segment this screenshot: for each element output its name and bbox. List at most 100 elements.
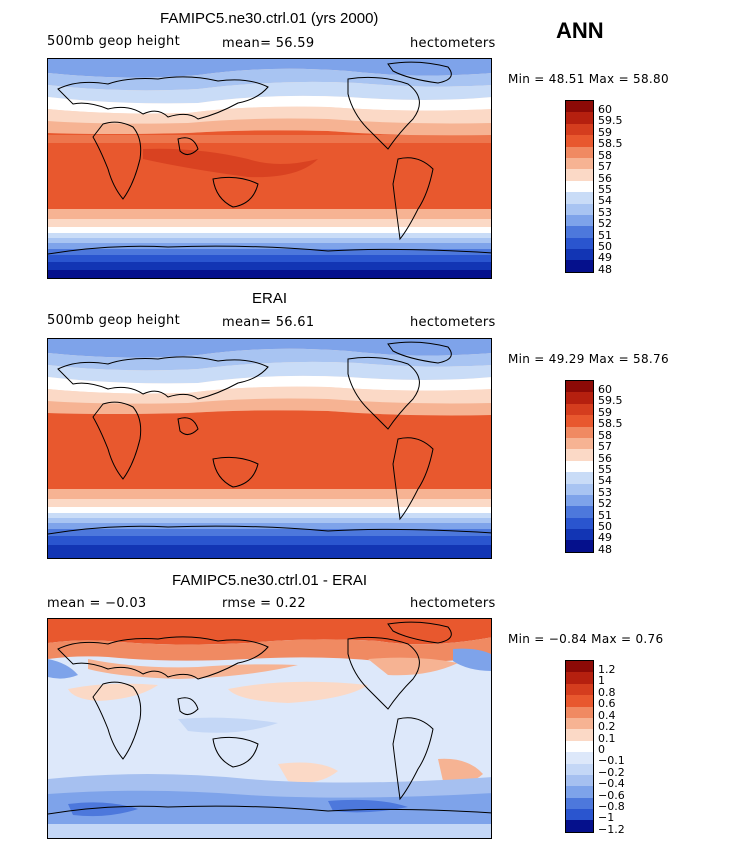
- panel-3-minmax: Min = −0.84 Max = 0.76: [508, 632, 664, 646]
- colorbar-swatch: [566, 123, 593, 136]
- colorbar-swatch: [566, 540, 593, 552]
- colorbar-swatch: [566, 449, 593, 461]
- colorbar-swatch: [566, 226, 593, 238]
- colorbar-swatch: [566, 460, 593, 473]
- colorbar-swatch: [566, 695, 593, 707]
- colorbar-swatch: [566, 517, 593, 530]
- panel-3-rmse-label: rmse = 0.22: [222, 596, 306, 611]
- colorbar-label: 58: [598, 149, 612, 162]
- colorbar-label: 57: [598, 160, 612, 173]
- panel-1-units-label: hectometers: [410, 36, 496, 51]
- panel-3-units-label: hectometers: [410, 596, 496, 611]
- colorbar-swatch: [566, 752, 593, 764]
- panel-2-colorbar: [565, 380, 594, 553]
- colorbar-label: 1.2: [598, 663, 616, 676]
- colorbar-label: 60: [598, 103, 612, 116]
- colorbar-label: 0.1: [598, 732, 616, 745]
- colorbar-label: 55: [598, 183, 612, 196]
- panel-2-minmax: Min = 49.29 Max = 58.76: [508, 352, 669, 366]
- colorbar-label: 0.2: [598, 720, 616, 733]
- colorbar-label: 49: [598, 531, 612, 544]
- colorbar-label: 52: [598, 497, 612, 510]
- colorbar-swatch: [566, 729, 593, 741]
- colorbar-swatch: [566, 763, 593, 775]
- colorbar-swatch: [566, 101, 593, 113]
- colorbar-swatch: [566, 260, 593, 272]
- colorbar-label: 60: [598, 383, 612, 396]
- colorbar-swatch: [566, 157, 593, 170]
- colorbar-label: 56: [598, 172, 612, 185]
- colorbar-label: 59.5: [598, 394, 623, 407]
- panel-2-title: ERAI: [252, 290, 288, 307]
- colorbar-label: 59: [598, 126, 612, 139]
- colorbar-swatch: [566, 717, 593, 730]
- colorbar-label: −0.8: [598, 800, 625, 813]
- panel-1-minmax: Min = 48.51 Max = 58.80: [508, 72, 669, 86]
- colorbar-swatch: [566, 426, 593, 438]
- colorbar-swatch: [566, 797, 593, 810]
- colorbar-swatch: [566, 706, 593, 718]
- colorbar-swatch: [566, 135, 593, 147]
- colorbar-label: −1: [598, 811, 615, 824]
- colorbar-label: 49: [598, 251, 612, 264]
- colorbar-swatch: [566, 820, 593, 832]
- colorbar-swatch: [566, 403, 593, 416]
- colorbar-label: 50: [598, 520, 612, 533]
- colorbar-swatch: [566, 146, 593, 158]
- colorbar-swatch: [566, 214, 593, 227]
- colorbar-swatch: [566, 203, 593, 215]
- colorbar-label: 48: [598, 543, 612, 556]
- colorbar-swatch: [566, 249, 593, 261]
- panel-2-map: [47, 338, 492, 559]
- colorbar-swatch: [566, 529, 593, 541]
- colorbar-swatch: [566, 192, 593, 204]
- panel-3-colorbar: [565, 660, 594, 833]
- colorbar-label: 55: [598, 463, 612, 476]
- colorbar-label: 1: [598, 674, 605, 687]
- colorbar-swatch: [566, 381, 593, 393]
- colorbar-swatch: [566, 472, 593, 484]
- colorbar-swatch: [566, 483, 593, 495]
- panel-2-mean-label: mean= 56.61: [222, 315, 315, 330]
- colorbar-label: 0.6: [598, 697, 616, 710]
- panel-1-map: [47, 58, 492, 279]
- colorbar-label: −0.6: [598, 789, 625, 802]
- colorbar-label: 57: [598, 440, 612, 453]
- panel-1-title: FAMIPC5.ne30.ctrl.01 (yrs 2000): [160, 10, 379, 27]
- colorbar-label: 58.5: [598, 137, 623, 150]
- colorbar-label: 54: [598, 474, 612, 487]
- colorbar-label: 51: [598, 509, 612, 522]
- colorbar-swatch: [566, 112, 593, 124]
- colorbar-label: 56: [598, 452, 612, 465]
- colorbar-label: −0.4: [598, 777, 625, 790]
- colorbar-label: 51: [598, 229, 612, 242]
- colorbar-swatch: [566, 774, 593, 787]
- colorbar-label: −0.2: [598, 766, 625, 779]
- panel-2-units-label: hectometers: [410, 315, 496, 330]
- colorbar-label: 54: [598, 194, 612, 207]
- panel-1-mean-label: mean= 56.59: [222, 36, 315, 51]
- colorbar-label: 52: [598, 217, 612, 230]
- colorbar-swatch: [566, 506, 593, 518]
- colorbar-label: 0.4: [598, 709, 616, 722]
- colorbar-label: 48: [598, 263, 612, 276]
- colorbar-swatch: [566, 415, 593, 427]
- panel-1-variable-label: 500mb geop height: [47, 34, 180, 49]
- season-label: ANN: [556, 18, 604, 43]
- colorbar-label: 58: [598, 429, 612, 442]
- colorbar-swatch: [566, 437, 593, 450]
- colorbar-label: 50: [598, 240, 612, 253]
- panel-3-map: [47, 618, 492, 839]
- colorbar-label: 59: [598, 406, 612, 419]
- colorbar-label: 59.5: [598, 114, 623, 127]
- colorbar-label: −0.1: [598, 754, 625, 767]
- colorbar-swatch: [566, 180, 593, 193]
- colorbar-swatch: [566, 237, 593, 250]
- colorbar-label: 53: [598, 206, 612, 219]
- colorbar-label: 53: [598, 486, 612, 499]
- colorbar-swatch: [566, 661, 593, 673]
- colorbar-swatch: [566, 683, 593, 696]
- colorbar-label: 0: [598, 743, 605, 756]
- panel-1-colorbar: [565, 100, 594, 273]
- colorbar-swatch: [566, 169, 593, 181]
